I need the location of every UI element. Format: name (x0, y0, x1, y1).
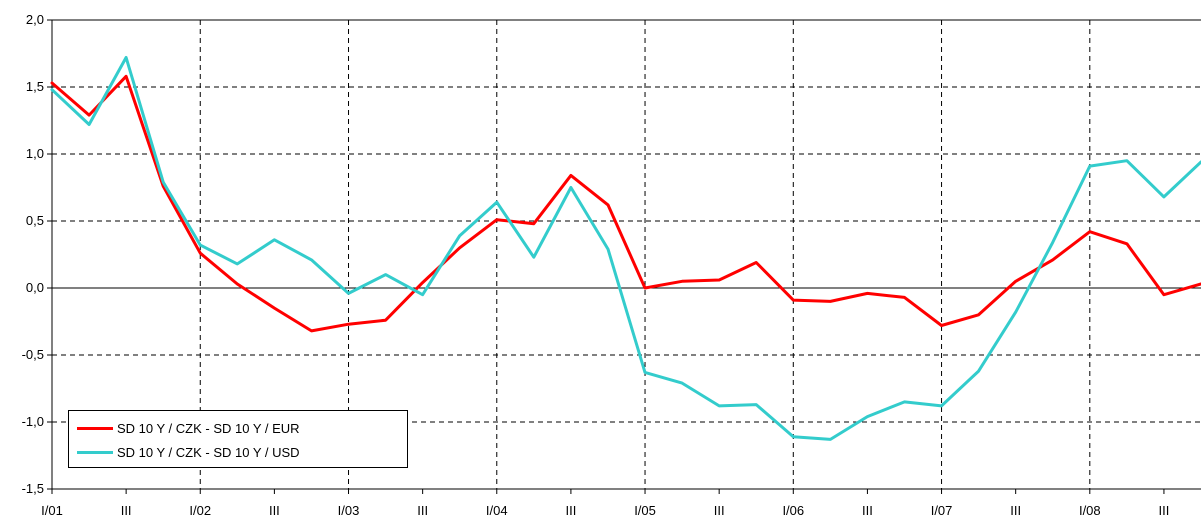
x-tick-label: I/08 (1079, 503, 1101, 518)
y-tick-label: 0,0 (26, 280, 44, 295)
legend: SD 10 Y / CZK - SD 10 Y / EUR SD 10 Y / … (68, 410, 408, 468)
x-tick-labels: I/01 III I/02 III I/03 III I/04 III I/05 III I/06 I… (41, 503, 1169, 518)
x-tick-label: I/05 (634, 503, 656, 518)
x-tick-label: III (1010, 503, 1021, 518)
y-tick-label: 0,5 (26, 213, 44, 228)
y-tick-label: 2,0 (26, 12, 44, 27)
legend-item-usd: SD 10 Y / CZK - SD 10 Y / USD (77, 442, 300, 462)
legend-label-usd: SD 10 Y / CZK - SD 10 Y / USD (117, 444, 300, 460)
y-tick-label: 1,0 (26, 146, 44, 161)
x-tick-label: III (714, 503, 725, 518)
x-tick-label: III (1159, 503, 1170, 518)
x-tick-label: I/07 (931, 503, 953, 518)
y-tick-labels: -1,5 -1,0 -0,5 0,0 0,5 1,0 1,5 2,0 (22, 12, 44, 496)
y-tick-label: -0,5 (22, 347, 44, 362)
x-tick-label: I/01 (41, 503, 63, 518)
x-tick-label: III (269, 503, 280, 518)
legend-item-eur: SD 10 Y / CZK - SD 10 Y / EUR (77, 418, 300, 438)
x-tick-label: III (565, 503, 576, 518)
x-tick-label: III (121, 503, 132, 518)
x-tick-label: III (417, 503, 428, 518)
series (50, 56, 1201, 441)
x-tick-label: I/04 (486, 503, 508, 518)
series-line-eur (50, 74, 1201, 333)
x-tick-label: III (862, 503, 873, 518)
legend-swatch-usd (77, 450, 113, 454)
y-tick-label: -1,5 (22, 481, 44, 496)
x-tick-label: I/02 (189, 503, 211, 518)
y-tick-label: 1,5 (26, 79, 44, 94)
series-line-usd (50, 56, 1201, 441)
legend-swatch-eur (77, 426, 113, 430)
y-tick-label: -1,0 (22, 414, 44, 429)
x-tick-label: I/03 (338, 503, 360, 518)
x-tick-label: I/06 (782, 503, 804, 518)
legend-label-eur: SD 10 Y / CZK - SD 10 Y / EUR (117, 420, 300, 436)
